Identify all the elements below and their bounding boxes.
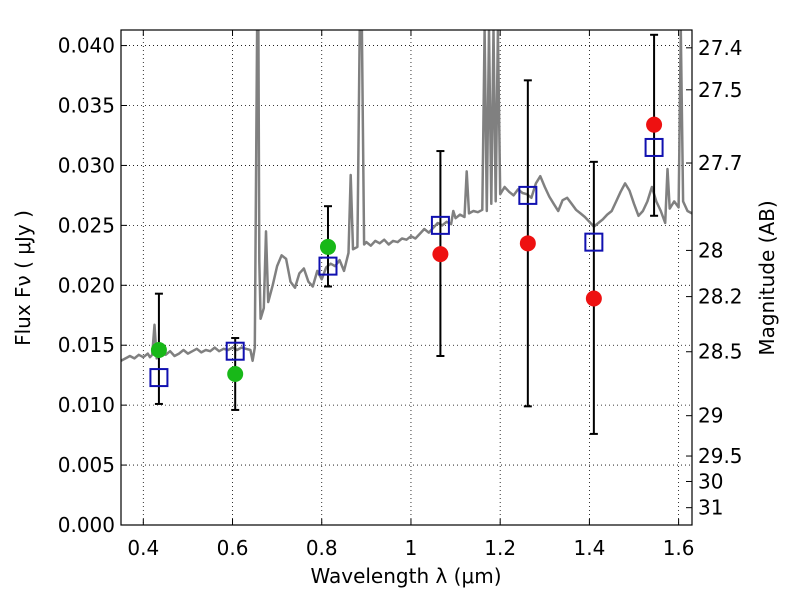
blue-square-point — [584, 232, 604, 252]
red-point — [646, 116, 663, 133]
green-point — [227, 365, 244, 382]
y-tick-label: 0.025 — [58, 213, 115, 237]
y-tick-label: 0.005 — [58, 453, 115, 477]
blue-square-point — [149, 368, 169, 388]
x-axis: 0.4 0.6 0.8 1 1.2 1.4 1.6 — [127, 30, 695, 560]
y-axis-right: 27.4 27.5 27.7 28 28.2 28.5 29 29.530 31 — [686, 36, 743, 520]
right-tick-label: 29.5 — [698, 444, 743, 468]
right-tick-label: 30 — [698, 469, 723, 493]
x-tick-label: 0.8 — [306, 536, 338, 560]
blue-square-point — [225, 341, 245, 361]
spectrum-line — [121, 30, 692, 363]
x-tick-label: 0.6 — [217, 536, 249, 560]
blue-square-point — [318, 256, 338, 276]
y-tick-label: 0.015 — [58, 333, 115, 357]
right-tick-label: 28.2 — [698, 285, 743, 309]
blue-square-point — [430, 215, 450, 235]
green-point — [150, 342, 167, 359]
plot-frame — [120, 29, 693, 526]
grid-lines — [121, 30, 692, 526]
y-tick-label: 0.020 — [58, 273, 115, 297]
right-tick-label: 29 — [698, 404, 723, 428]
right-tick-label: 31 — [698, 496, 723, 520]
right-tick-label: 28 — [698, 238, 723, 262]
right-tick-label: 27.7 — [698, 151, 743, 175]
y-tick-label: 0.000 — [58, 513, 115, 537]
right-tick-label: 27.5 — [698, 78, 743, 102]
plot-area — [121, 30, 692, 435]
y-tick-label: 0.010 — [58, 393, 115, 417]
blue-square-point — [518, 185, 538, 205]
x-tick-label: 1.4 — [573, 536, 605, 560]
x-tick-label: 1 — [405, 536, 418, 560]
y-axis-right-title: Magnitude (AB) — [755, 200, 779, 355]
x-tick-label: 0.4 — [127, 536, 159, 560]
blue-square-point — [644, 137, 664, 157]
y-tick-label: 0.035 — [58, 94, 115, 118]
red-point — [519, 235, 536, 252]
red-point — [432, 246, 449, 263]
green-point — [319, 238, 336, 255]
y-tick-label: 0.030 — [58, 153, 115, 177]
red-point — [585, 290, 602, 307]
right-tick-label: 27.4 — [698, 36, 743, 60]
y-axis-title: Flux Fν ( μJy ) — [11, 210, 35, 346]
x-axis-title: Wavelength λ (μm) — [310, 564, 501, 588]
y-axis-left: 0.000 0.005 0.010 0.015 0.020 0.025 0.030 0.035… — [58, 34, 127, 537]
x-tick-label: 1.2 — [484, 536, 516, 560]
right-tick-label: 28.5 — [698, 340, 743, 364]
x-tick-label: 1.6 — [663, 536, 695, 560]
y-tick-label: 0.040 — [58, 34, 115, 58]
